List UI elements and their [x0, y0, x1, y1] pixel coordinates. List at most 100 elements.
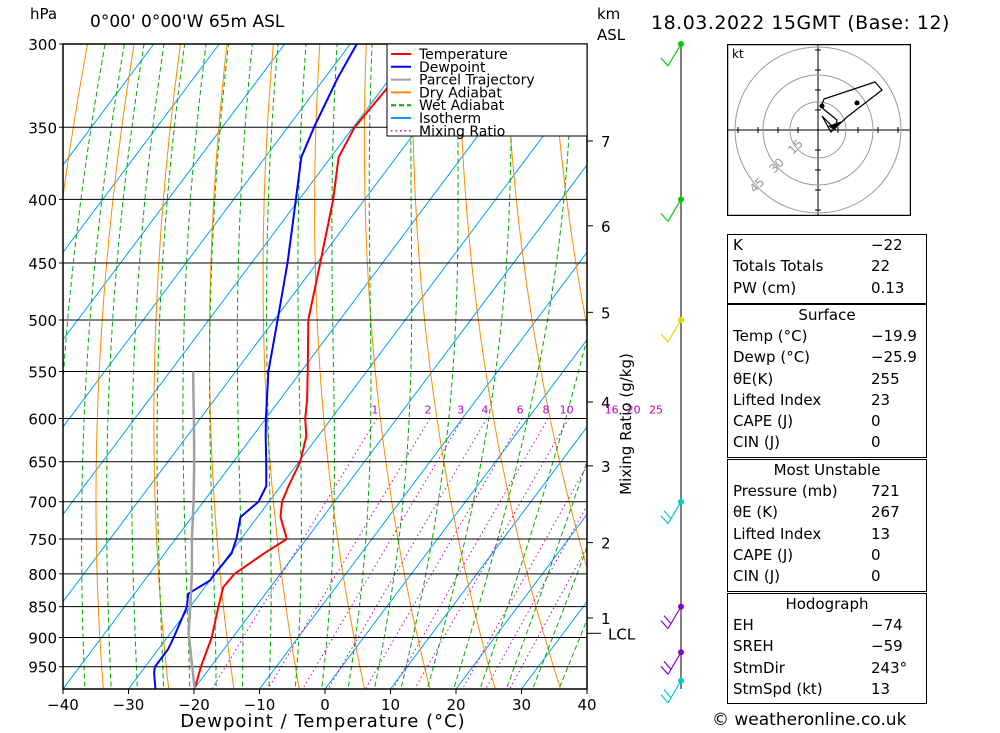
surface-label: Dewp (°C) — [733, 348, 811, 367]
isotherm-line — [259, 251, 587, 689]
most-unstable-row: CAPE (J) 0 — [728, 545, 926, 566]
hodograph-label: StmDir — [733, 658, 785, 677]
most-unstable-row: CIN (J) 0 — [728, 566, 926, 587]
mixing-ratio-line — [302, 418, 464, 689]
pw-value: 0.13 — [871, 278, 905, 297]
wet-adiabat-line — [558, 618, 587, 689]
isotherm-line — [455, 513, 587, 689]
location-title: 0°00' 0°00'W 65m ASL — [90, 12, 285, 32]
most-unstable-label: CIN (J) — [733, 567, 781, 586]
dry-adiabat-line — [551, 44, 587, 329]
isotherm-line — [63, 44, 220, 254]
x-tick-label: 20 — [446, 696, 465, 714]
most-unstable-label: θE (K) — [733, 503, 778, 522]
hodograph-row: SREH −59 — [728, 636, 926, 657]
surface-value: −25.9 — [871, 348, 917, 367]
hodograph-point — [854, 100, 860, 106]
most-unstable-title: Most Unstable — [773, 461, 881, 479]
surface-label: CIN (J) — [733, 433, 781, 452]
legend-label: Dry Adiabat — [419, 85, 502, 101]
dry-adiabat-line — [262, 44, 300, 689]
surface-row: Dewp (°C) −25.9 — [728, 347, 926, 368]
pressure-tick-label: 800 — [28, 566, 57, 584]
mixing-ratio-label: 8 — [543, 403, 550, 416]
dry-adiabat-line — [209, 44, 235, 689]
wet-adiabat-line — [294, 44, 307, 689]
hodograph-label: EH — [733, 616, 754, 634]
dry-adiabat-line — [314, 44, 366, 689]
surface-box: Surface Temp (°C) −19.9 Dewp (°C) −25.9 θE(K… — [727, 304, 927, 458]
isotherm-line — [63, 44, 482, 603]
wind-barb — [660, 43, 682, 67]
most-unstable-value: 721 — [871, 482, 900, 500]
mixing-ratio-line — [485, 504, 587, 689]
x-tick-label: −20 — [178, 696, 210, 714]
mixing-ratio-line — [392, 418, 549, 689]
wet-adiabat-line — [209, 44, 229, 689]
hodograph-title: Hodograph — [785, 595, 869, 613]
hpa-unit-label: hPa — [30, 5, 58, 23]
mixing-ratio-label: 2 — [424, 403, 431, 416]
mixing-ratio-line — [509, 546, 587, 689]
most-unstable-row: Lifted Index 13 — [728, 524, 926, 545]
wet-adiabat-line — [236, 44, 253, 689]
surface-value: 255 — [871, 369, 900, 388]
most-unstable-value: 0 — [871, 567, 881, 586]
x-tick-label: −30 — [113, 696, 145, 714]
legend-label: Wet Adiabat — [419, 98, 505, 114]
wind-barb — [660, 199, 682, 222]
mixing-ratio-label: 16 — [605, 403, 619, 416]
x-tick-label: −40 — [47, 696, 79, 714]
temperature-profile — [193, 44, 430, 689]
surface-value: 0 — [871, 412, 881, 431]
datetime-title: 18.03.2022 15GMT (Base: 12) — [651, 12, 950, 34]
mixing-ratio-line — [414, 418, 570, 689]
pressure-tick-label: 500 — [28, 312, 57, 330]
hodograph-label: SREH — [733, 637, 774, 656]
mixing-ratio-line — [364, 418, 523, 689]
x-tick-label: 30 — [512, 696, 531, 714]
wet-adiabat-line — [400, 44, 459, 689]
km-tick-label: 3 — [601, 458, 611, 476]
pressure-tick-label: 450 — [28, 255, 57, 273]
most-unstable-value: 0 — [871, 545, 881, 564]
mixing-ratio-label: 6 — [517, 403, 524, 416]
wet-adiabat-line — [373, 44, 413, 689]
pw-label: PW (cm) — [733, 278, 797, 297]
wind-barb — [660, 680, 682, 704]
mixing-ratio-label: 10 — [560, 403, 574, 416]
dry-adiabat-line — [970, 44, 1000, 692]
hodograph-point — [819, 103, 825, 109]
copyright-link[interactable]: © weatheronline.co.uk — [712, 710, 907, 730]
indices-box: K −22 Totals Totals 22 PW (cm) 0.13 — [727, 234, 927, 304]
surface-label: Temp (°C) — [733, 327, 808, 345]
wet-adiabat-line — [453, 44, 573, 689]
most-unstable-label: CAPE (J) — [733, 545, 794, 564]
pressure-tick-label: 550 — [28, 363, 57, 381]
km-tick-label: 5 — [601, 304, 611, 322]
pressure-tick-label: 700 — [28, 494, 57, 512]
mixing-ratio-label: 20 — [627, 403, 641, 416]
legend-label: Mixing Ratio — [419, 124, 505, 140]
isotherm-line — [193, 164, 587, 689]
wet-adiabat-line — [106, 44, 145, 689]
pressure-tick-label: 950 — [28, 659, 57, 677]
isotherm-line — [390, 426, 587, 689]
wet-adiabat-line — [479, 336, 587, 689]
wind-barb — [660, 606, 682, 630]
wind-barb — [660, 501, 682, 525]
mixing-ratio-line — [461, 464, 587, 689]
hodograph-ring — [789, 101, 847, 159]
km-tick-label: 1 — [601, 610, 611, 628]
dry-adiabat-line — [153, 44, 181, 689]
mixing-ratio-label: 3 — [457, 403, 464, 416]
k-value: −22 — [871, 236, 903, 254]
wet-adiabat-line — [63, 44, 106, 388]
pressure-tick-label: 850 — [28, 599, 57, 617]
hodograph-value: 13 — [871, 679, 891, 698]
wet-adiabat-line — [182, 44, 207, 689]
mixing-ratio-line — [327, 418, 488, 689]
totals-label: Totals Totals — [733, 257, 824, 276]
k-label: K — [733, 236, 743, 254]
